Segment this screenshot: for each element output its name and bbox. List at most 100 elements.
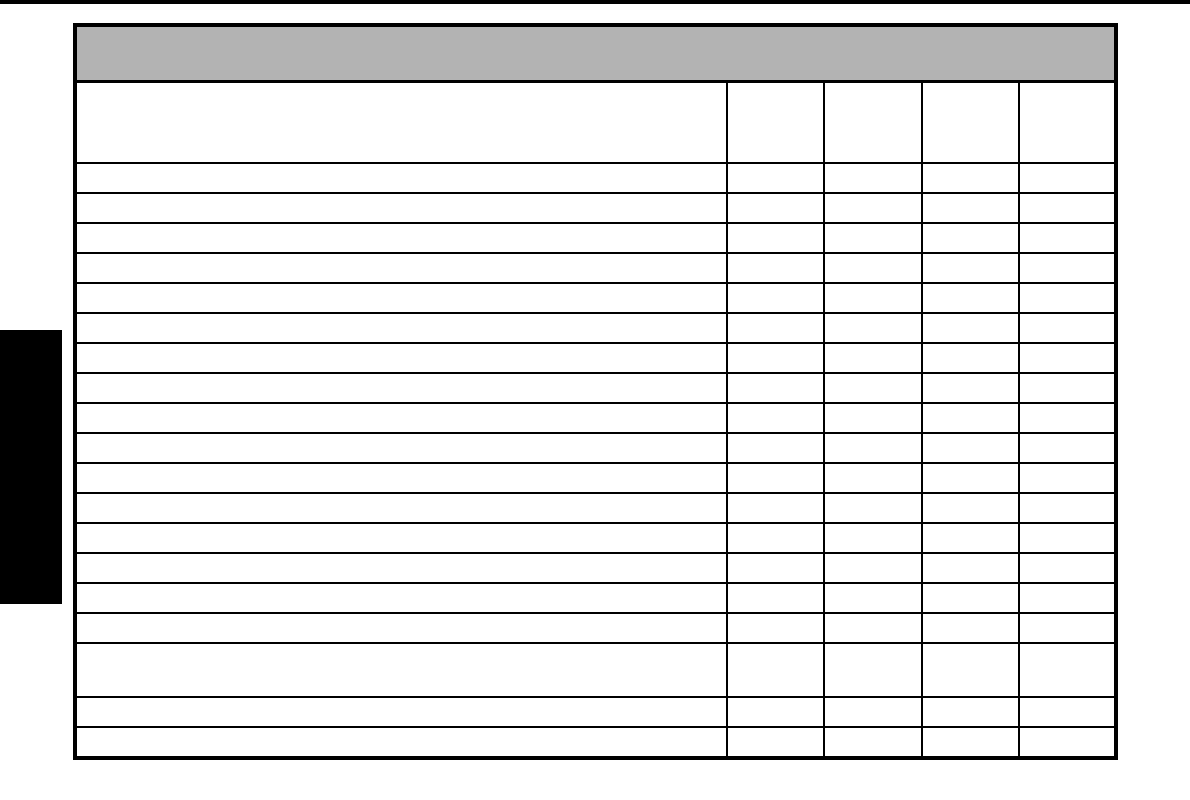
row-label-cell — [73, 282, 729, 314]
row-value-cell — [1017, 372, 1118, 404]
row-value-cell — [726, 192, 826, 224]
row-value-cell — [1017, 252, 1118, 284]
row-value-cell — [726, 252, 826, 284]
row-value-cell — [920, 372, 1020, 404]
row-value-cell — [823, 582, 923, 614]
row-label-cell — [73, 252, 729, 284]
table-row — [73, 462, 1118, 494]
table-row — [73, 492, 1118, 524]
row-label-cell — [73, 492, 729, 524]
table-row — [73, 726, 1118, 759]
row-value-cell — [920, 312, 1020, 344]
row-value-cell — [1017, 462, 1118, 494]
row-value-cell — [1017, 492, 1118, 524]
row-value-cell — [823, 642, 923, 698]
row-value-cell — [726, 312, 826, 344]
table-row — [73, 642, 1118, 698]
row-value-cell — [1017, 312, 1118, 344]
row-value-cell — [920, 612, 1020, 644]
row-value-cell — [1017, 642, 1118, 698]
row-value-cell — [1017, 552, 1118, 584]
header-value-cell-3 — [920, 80, 1020, 164]
row-label-cell — [73, 552, 729, 584]
row-value-cell — [920, 162, 1020, 194]
row-value-cell — [726, 726, 826, 759]
row-value-cell — [920, 192, 1020, 224]
row-value-cell — [823, 312, 923, 344]
row-value-cell — [823, 696, 923, 728]
table-row — [73, 162, 1118, 194]
row-value-cell — [726, 582, 826, 614]
row-value-cell — [920, 432, 1020, 464]
row-value-cell — [1017, 402, 1118, 434]
row-label-cell — [73, 726, 729, 759]
row-value-cell — [823, 492, 923, 524]
row-value-cell — [823, 462, 923, 494]
row-value-cell — [823, 252, 923, 284]
blank-form-table — [73, 23, 1118, 760]
table-row — [73, 552, 1118, 584]
row-value-cell — [726, 612, 826, 644]
page-top-rule — [0, 0, 1190, 4]
row-value-cell — [920, 252, 1020, 284]
row-value-cell — [1017, 522, 1118, 554]
row-value-cell — [726, 342, 826, 374]
row-value-cell — [726, 402, 826, 434]
row-value-cell — [823, 612, 923, 644]
table-row — [73, 252, 1118, 284]
row-value-cell — [1017, 726, 1118, 759]
row-label-cell — [73, 432, 729, 464]
row-label-cell — [73, 522, 729, 554]
row-value-cell — [726, 492, 826, 524]
row-value-cell — [920, 462, 1020, 494]
row-value-cell — [726, 162, 826, 194]
row-value-cell — [823, 342, 923, 374]
row-label-cell — [73, 372, 729, 404]
row-label-cell — [73, 696, 729, 728]
row-value-cell — [920, 696, 1020, 728]
row-label-cell — [73, 642, 729, 698]
row-value-cell — [920, 726, 1020, 759]
row-value-cell — [1017, 432, 1118, 464]
row-value-cell — [1017, 192, 1118, 224]
row-value-cell — [726, 462, 826, 494]
table-row — [73, 612, 1118, 644]
table-row — [73, 342, 1118, 374]
row-value-cell — [726, 696, 826, 728]
row-value-cell — [823, 552, 923, 584]
row-label-cell — [73, 612, 729, 644]
table-row — [73, 282, 1118, 314]
table-row — [73, 312, 1118, 344]
row-value-cell — [726, 642, 826, 698]
row-value-cell — [823, 522, 923, 554]
row-value-cell — [920, 552, 1020, 584]
row-value-cell — [726, 372, 826, 404]
row-value-cell — [1017, 282, 1118, 314]
table-row — [73, 582, 1118, 614]
header-value-cell-1 — [726, 80, 826, 164]
row-value-cell — [1017, 342, 1118, 374]
row-value-cell — [920, 522, 1020, 554]
row-value-cell — [726, 432, 826, 464]
row-value-cell — [823, 162, 923, 194]
row-label-cell — [73, 222, 729, 254]
table-row — [73, 222, 1118, 254]
row-value-cell — [1017, 162, 1118, 194]
table-row — [73, 372, 1118, 404]
chapter-edge-tab — [0, 330, 62, 604]
header-value-cell-4 — [1017, 80, 1118, 164]
table-title-cell — [74, 24, 1117, 83]
row-label-cell — [73, 342, 729, 374]
row-value-cell — [920, 492, 1020, 524]
table-row — [73, 192, 1118, 224]
row-value-cell — [823, 432, 923, 464]
row-value-cell — [726, 222, 826, 254]
row-value-cell — [920, 222, 1020, 254]
row-label-cell — [73, 402, 729, 434]
table-row — [73, 432, 1118, 464]
row-label-cell — [73, 582, 729, 614]
table-row — [73, 696, 1118, 728]
table-title-row — [74, 24, 1117, 83]
row-value-cell — [726, 552, 826, 584]
row-label-cell — [73, 462, 729, 494]
